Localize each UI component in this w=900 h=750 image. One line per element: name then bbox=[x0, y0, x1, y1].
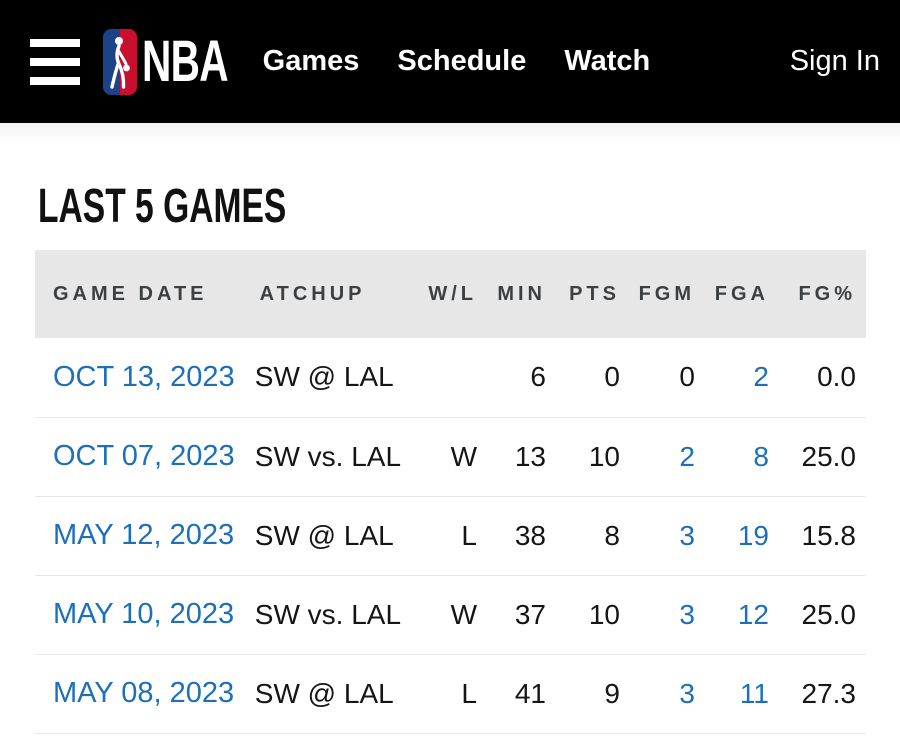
fga-link[interactable]: 11 bbox=[739, 677, 769, 709]
min-cell: 6 bbox=[530, 361, 546, 393]
matchup-cell: GSW @ LAL bbox=[255, 677, 394, 709]
primary-nav: Games Schedule Watch bbox=[263, 45, 651, 78]
nav-games[interactable]: Games bbox=[262, 45, 360, 77]
fgm-cell: 0 bbox=[679, 361, 695, 393]
top-nav-bar: NBA Games Schedule Watch Sign In bbox=[0, 0, 900, 123]
nba-logo-icon[interactable] bbox=[103, 28, 137, 95]
menu-bar bbox=[30, 38, 80, 47]
fg-pct-cell: 25.0 bbox=[801, 598, 857, 630]
table-row: OCT 13, 2023 GSW @ LAL 6 0 0 2 0.0 bbox=[35, 338, 866, 417]
game-date-link[interactable]: OCT 13, 2023 bbox=[53, 360, 235, 393]
fga-link[interactable]: 19 bbox=[737, 519, 769, 551]
pts-cell: 9 bbox=[604, 677, 620, 709]
header-shadow bbox=[0, 123, 900, 143]
fg-pct-cell: 0.0 bbox=[817, 361, 856, 393]
wl-cell: W bbox=[450, 598, 477, 630]
matchup-cell: GSW vs. LAL bbox=[255, 440, 402, 472]
table-row: MAY 12, 2023 GSW @ LAL L 38 8 3 19 15.8 bbox=[35, 496, 866, 575]
pts-cell: 10 bbox=[588, 598, 620, 630]
menu-bar bbox=[30, 57, 80, 66]
fgm-link[interactable]: 3 bbox=[679, 598, 695, 630]
table-header-row: GAME DATE MATCHUP W/L MIN PTS FGM FGA FG… bbox=[35, 250, 866, 338]
col-wl: W/L bbox=[428, 282, 477, 305]
menu-icon[interactable] bbox=[30, 38, 80, 85]
nba-wordmark[interactable]: NBA bbox=[142, 28, 229, 94]
last-5-games-table: GAME DATE MATCHUP W/L MIN PTS FGM FGA FG… bbox=[35, 250, 866, 734]
min-cell: 41 bbox=[514, 677, 546, 709]
game-date-link[interactable]: MAY 08, 2023 bbox=[53, 677, 235, 709]
min-cell: 37 bbox=[514, 598, 546, 630]
pts-cell: 8 bbox=[604, 519, 620, 551]
matchup-cell: GSW vs. LAL bbox=[255, 598, 402, 630]
col-matchup: MATCHUP bbox=[255, 282, 366, 305]
col-fg-pct: FG% bbox=[798, 282, 856, 305]
game-date-link[interactable]: OCT 07, 2023 bbox=[53, 440, 235, 472]
wl-cell: L bbox=[461, 519, 477, 551]
fg-pct-cell: 25.0 bbox=[801, 440, 857, 472]
min-cell: 13 bbox=[514, 440, 546, 472]
fgm-link[interactable]: 2 bbox=[679, 440, 695, 472]
fga-link[interactable]: 2 bbox=[753, 361, 769, 393]
fg-pct-cell: 27.3 bbox=[801, 677, 857, 709]
page-title: LAST 5 GAMES bbox=[38, 180, 287, 233]
table-row: OCT 07, 2023 GSW vs. LAL W 13 10 2 8 25.… bbox=[35, 417, 866, 496]
wl-cell bbox=[415, 338, 477, 417]
fga-link[interactable]: 12 bbox=[737, 598, 769, 630]
sign-in-button[interactable]: Sign In bbox=[789, 45, 880, 77]
col-min: MIN bbox=[497, 282, 546, 305]
wl-cell: W bbox=[450, 440, 477, 472]
nav-watch[interactable]: Watch bbox=[564, 45, 651, 77]
fgm-link[interactable]: 3 bbox=[679, 519, 695, 551]
wl-cell: L bbox=[461, 677, 477, 709]
menu-bar bbox=[30, 76, 80, 85]
min-cell: 38 bbox=[514, 519, 546, 551]
game-date-link[interactable]: MAY 10, 2023 bbox=[53, 598, 235, 630]
game-date-link[interactable]: MAY 12, 2023 bbox=[53, 519, 235, 551]
pts-cell: 0 bbox=[604, 361, 620, 393]
col-pts: PTS bbox=[569, 282, 620, 305]
matchup-cell: GSW @ LAL bbox=[255, 519, 394, 551]
fga-link[interactable]: 8 bbox=[753, 440, 769, 472]
fgm-link[interactable]: 3 bbox=[679, 677, 695, 709]
col-fgm: FGM bbox=[638, 282, 695, 305]
table-row: MAY 08, 2023 GSW @ LAL L 41 9 3 11 27.3 bbox=[35, 654, 866, 733]
table-row: MAY 10, 2023 GSW vs. LAL W 37 10 3 12 25… bbox=[35, 575, 866, 654]
matchup-cell: GSW @ LAL bbox=[255, 361, 394, 393]
pts-cell: 10 bbox=[588, 440, 620, 472]
fg-pct-cell: 15.8 bbox=[801, 519, 857, 551]
nav-schedule[interactable]: Schedule bbox=[397, 45, 527, 77]
col-fga: FGA bbox=[714, 282, 769, 305]
col-game-date: GAME DATE bbox=[53, 282, 208, 305]
